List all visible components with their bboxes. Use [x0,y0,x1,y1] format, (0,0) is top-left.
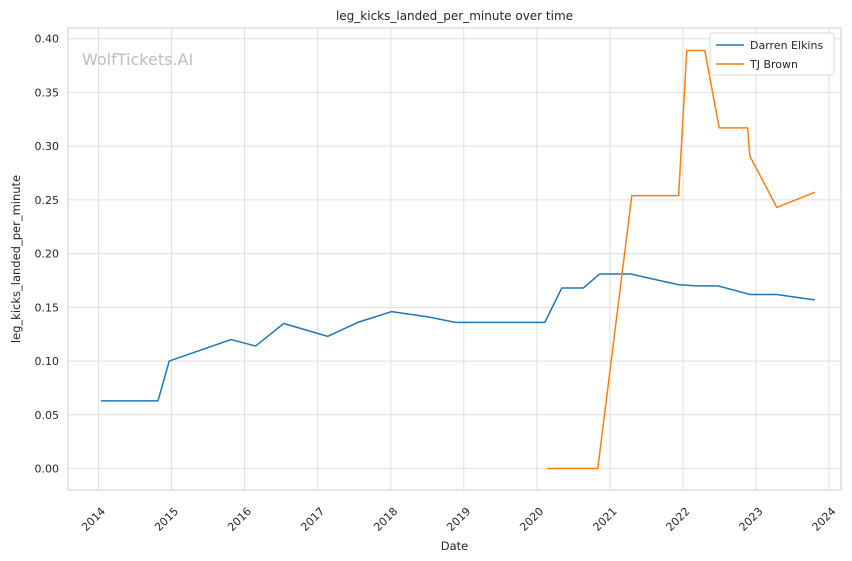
y-tick-label: 0.40 [35,33,60,46]
legend-label-darren-elkins: Darren Elkins [750,39,823,52]
y-tick-label: 0.00 [35,463,60,476]
series-line-darren-elkins [100,273,816,402]
plot-area [68,28,841,490]
plot-frame [67,27,842,491]
y-tick-label: 0.25 [35,194,60,207]
x-axis-title: Date [441,539,469,553]
y-tick-label: 0.10 [35,355,60,368]
series-line-tj-brown [547,49,816,470]
y-tick-label: 0.35 [35,86,60,99]
y-tick-label: 0.20 [35,248,60,261]
legend-label-tj-brown: TJ Brown [749,58,798,71]
chart-title: leg_kicks_landed_per_minute over time [336,9,573,23]
y-axis-title: leg_kicks_landed_per_minute [9,175,23,343]
legend: Darren Elkins TJ Brown [709,32,835,76]
y-tick-label: 0.15 [35,301,60,314]
series-lines [100,49,816,470]
watermark: WolfTickets.AI [82,50,193,69]
y-tick-labels: 0.00 0.05 0.10 0.15 0.20 0.25 0.30 0.35 0.40 [35,33,60,476]
y-tick-label: 0.05 [35,409,60,422]
y-tick-label: 0.30 [35,140,60,153]
